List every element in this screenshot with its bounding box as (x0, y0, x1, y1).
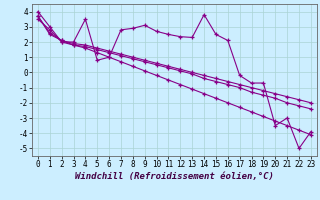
X-axis label: Windchill (Refroidissement éolien,°C): Windchill (Refroidissement éolien,°C) (75, 172, 274, 181)
